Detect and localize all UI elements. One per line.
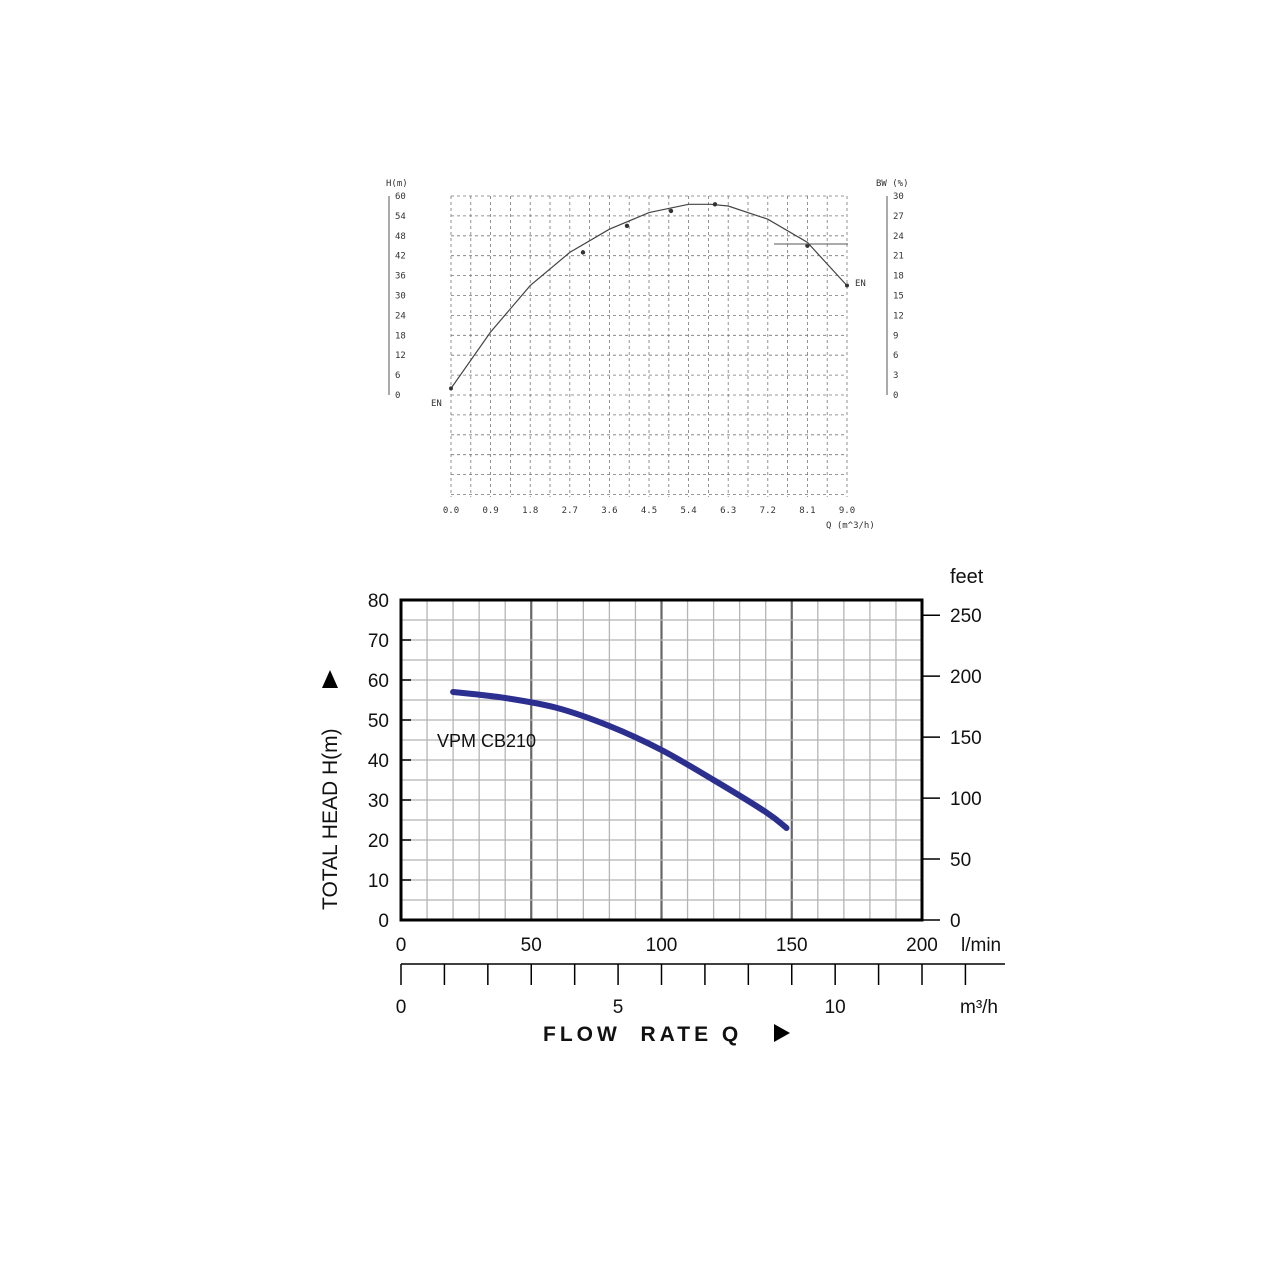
top-mark-point xyxy=(845,283,849,288)
top-right-tick-label: 12 xyxy=(893,311,904,321)
top-mark-point xyxy=(449,386,453,391)
bottom-x-tick-label-m3h: 5 xyxy=(613,997,624,1018)
top-right-tick-label: 30 xyxy=(893,192,904,202)
bottom-y-axis-title: TOTAL HEAD H(m) xyxy=(319,670,342,910)
bottom-right-tick-label: 200 xyxy=(950,667,982,688)
top-marks xyxy=(449,202,849,391)
top-mark-point xyxy=(712,202,718,207)
bottom-left-tick-label: 0 xyxy=(378,911,389,932)
top-pump-curve-chart: H(m) BW (%) Q (m^3/h) 061218243036424854… xyxy=(386,179,909,531)
bottom-right-ticks: 0 50 100 150 200 250 xyxy=(922,606,982,932)
bottom-right-tick-label: 100 xyxy=(950,789,982,810)
top-right-tick-label: 21 xyxy=(893,252,904,262)
top-x-tick-label: 0.9 xyxy=(482,506,498,516)
bottom-x-tick-label-m3h: 0 xyxy=(396,997,407,1018)
top-left-tick-label: 42 xyxy=(395,252,406,262)
bottom-left-tick-label: 80 xyxy=(368,591,389,612)
bottom-x-tick-label-lmin: 150 xyxy=(776,935,808,956)
bottom-x-unit-lmin: l/min xyxy=(961,935,1001,956)
top-left-tick-label: 60 xyxy=(395,192,406,202)
top-x-tick-label: 5.4 xyxy=(680,506,696,516)
bottom-y-axis-label: TOTAL HEAD H(m) xyxy=(319,728,342,910)
top-x-tick-label: 8.1 xyxy=(799,506,815,516)
bottom-right-tick-label: 0 xyxy=(950,911,961,932)
top-left-tick-label: 54 xyxy=(395,212,406,222)
top-x-tick-label: 7.2 xyxy=(760,506,776,516)
top-x-ticks: 0.0 0.9 1.8 2.7 3.6 4.5 5.4 6.3 7.2 8.1 9.0 xyxy=(443,506,855,516)
top-right-axis-label: BW (%) xyxy=(876,179,909,189)
bottom-left-tick-label: 30 xyxy=(368,791,389,812)
bottom-left-tick-label: 50 xyxy=(368,711,389,732)
top-right-tick-label: 15 xyxy=(893,292,904,302)
top-x-tick-label: 9.0 xyxy=(839,506,855,516)
bottom-x-tick-label-lmin: 50 xyxy=(521,935,542,956)
top-series-curve xyxy=(450,203,848,389)
bottom-right-axis-label: feet xyxy=(950,566,984,588)
top-right-tick-label: 6 xyxy=(893,351,898,361)
top-x-tick-label: 4.5 xyxy=(641,506,657,516)
top-mark-point xyxy=(668,208,674,214)
top-series-start-marker: EN xyxy=(431,399,442,409)
top-left-tick-label: 18 xyxy=(395,331,406,341)
bottom-right-tick-label: 250 xyxy=(950,606,982,627)
up-arrow-icon xyxy=(322,670,338,688)
bottom-x-tick-label-lmin: 0 xyxy=(396,935,407,956)
bottom-left-ticks: 0 10 20 30 40 50 60 70 80 xyxy=(368,591,411,932)
top-right-tick-label: 27 xyxy=(893,212,904,222)
top-x-axis-label: Q (m^3/h) xyxy=(826,521,875,531)
top-x-tick-label: 6.3 xyxy=(720,506,736,516)
top-right-tick-label: 3 xyxy=(893,371,898,381)
bottom-right-tick-label: 50 xyxy=(950,850,971,871)
bottom-left-tick-label: 40 xyxy=(368,751,389,772)
top-mark-point xyxy=(580,250,586,255)
top-left-tick-label: 0 xyxy=(395,391,400,401)
bottom-x-ticks-lmin: 0 50 100 150 200 xyxy=(396,935,938,956)
bottom-x-tick-label-lmin: 200 xyxy=(906,935,938,956)
bottom-series-curve xyxy=(450,689,790,831)
bottom-series-label: VPM CB210 xyxy=(437,731,536,751)
bottom-x-tick-label-m3h: 10 xyxy=(825,997,846,1018)
top-mark-point xyxy=(624,223,630,229)
right-arrow-icon xyxy=(774,1024,790,1042)
top-left-ticks: 0 6 12 18 24 30 36 42 48 54 60 xyxy=(395,192,406,401)
bottom-x-ticks-m3h: 0 5 10 xyxy=(396,963,1005,1018)
top-left-tick-label: 24 xyxy=(395,311,406,321)
top-left-axis-label: H(m) xyxy=(386,179,408,189)
top-right-tick-label: 9 xyxy=(893,331,898,341)
bottom-left-tick-label: 20 xyxy=(368,831,389,852)
top-left-tick-label: 48 xyxy=(395,232,406,242)
top-left-tick-label: 12 xyxy=(395,351,406,361)
top-right-ticks: 0 3 6 9 12 15 18 21 24 27 30 xyxy=(893,192,904,401)
top-mark-point xyxy=(805,243,810,248)
top-x-tick-label: 3.6 xyxy=(601,506,617,516)
bottom-left-tick-label: 70 xyxy=(368,631,389,652)
top-grid xyxy=(388,195,888,497)
top-right-tick-label: 18 xyxy=(893,272,904,282)
top-right-tick-label: 24 xyxy=(893,232,904,242)
bottom-x-unit-m3h: m³/h xyxy=(960,997,998,1018)
top-series-end-marker: EN xyxy=(855,279,866,289)
bottom-left-tick-label: 60 xyxy=(368,671,389,692)
top-x-tick-label: 0.0 xyxy=(443,506,459,516)
bottom-right-tick-label: 150 xyxy=(950,728,982,749)
top-left-tick-label: 30 xyxy=(395,292,406,302)
top-right-tick-label: 0 xyxy=(893,391,898,401)
bottom-grid xyxy=(401,600,922,920)
bottom-x-tick-label-lmin: 100 xyxy=(646,935,678,956)
top-x-tick-label: 2.7 xyxy=(562,506,578,516)
bottom-left-tick-label: 10 xyxy=(368,871,389,892)
top-left-tick-label: 36 xyxy=(395,272,406,282)
top-left-tick-label: 6 xyxy=(395,371,400,381)
bottom-x-axis-label: FLOW RATE Q xyxy=(543,1023,742,1046)
top-x-tick-label: 1.8 xyxy=(522,506,538,516)
